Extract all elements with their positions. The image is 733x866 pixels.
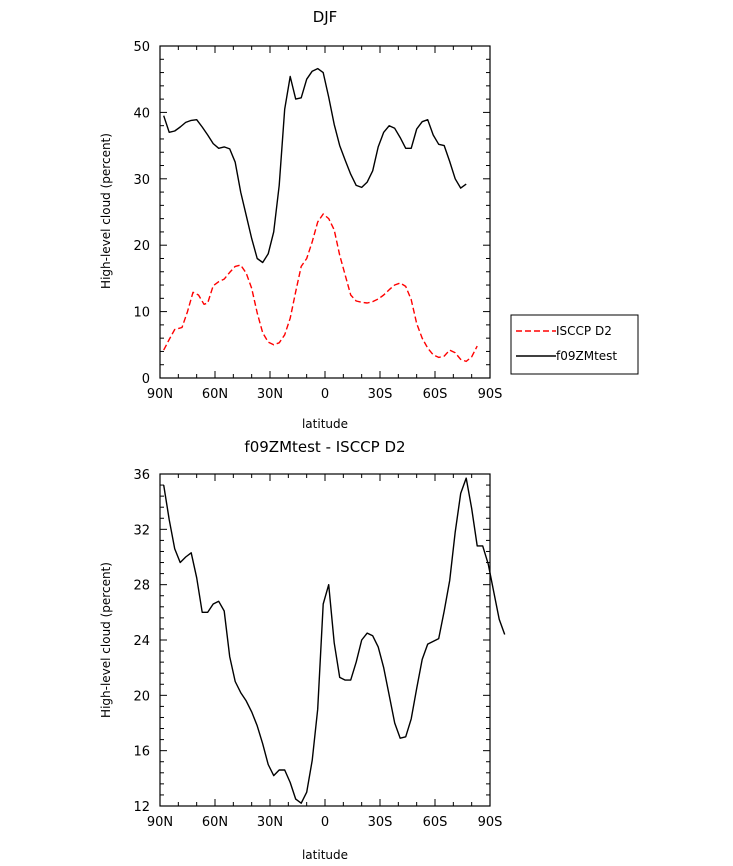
chart-title-difference: f09ZMtest - ISCCP D2 bbox=[244, 438, 405, 456]
y-tick-label: 20 bbox=[133, 689, 150, 704]
plot-frame-bottom bbox=[159, 473, 491, 807]
y-axis-label-bottom: High-level cloud (percent) bbox=[99, 562, 113, 718]
legend-label-f09zmtest: f09ZMtest bbox=[556, 349, 617, 363]
y-tick-label: 24 bbox=[133, 634, 150, 649]
y-tick-label: 40 bbox=[133, 106, 150, 121]
series-group-top bbox=[163, 67, 478, 363]
bottom-panel: f09ZMtest - ISCCP D2 High-level cloud (p… bbox=[99, 438, 506, 862]
x-tick-label: 90S bbox=[478, 815, 503, 830]
top-panel: DJF High-level cloud (percent) latitude … bbox=[99, 8, 639, 431]
series-group-bottom bbox=[163, 477, 506, 804]
x-tick-label: 30N bbox=[257, 387, 283, 402]
x-tick-label: 60N bbox=[202, 387, 228, 402]
chart-title-djf: DJF bbox=[313, 8, 338, 26]
x-tick-label: 90S bbox=[478, 387, 503, 402]
legend: ISCCP D2 f09ZMtest bbox=[510, 314, 639, 375]
x-tick-label: 30S bbox=[368, 815, 393, 830]
series-line-f09zmtest bbox=[163, 67, 467, 264]
x-tick-label: 90N bbox=[147, 815, 173, 830]
x-axis-label-top: latitude bbox=[302, 417, 348, 431]
x-tick-label: 60S bbox=[423, 815, 448, 830]
x-tick-label: 60S bbox=[423, 387, 448, 402]
x-tick-label: 60N bbox=[202, 815, 228, 830]
x-tick-label: 90N bbox=[147, 387, 173, 402]
x-tick-label: 30S bbox=[368, 387, 393, 402]
x-tick-label: 0 bbox=[321, 815, 329, 830]
y-tick-label: 0 bbox=[142, 372, 150, 387]
axes-frame-bottom: 90N 60N 30N 0 30S 60S 90S 12 16 20 24 28 32 36 bbox=[133, 468, 502, 830]
legend-label-isccp: ISCCP D2 bbox=[556, 324, 612, 338]
y-tick-label: 36 bbox=[133, 468, 150, 483]
y-tick-label: 12 bbox=[133, 800, 150, 815]
y-tick-label: 10 bbox=[133, 306, 150, 321]
series-line-isccp-d2 bbox=[163, 213, 478, 363]
series-line-f09zmtest-isccp-d2 bbox=[163, 477, 506, 804]
x-tick-label: 30N bbox=[257, 815, 283, 830]
x-tick-label: 0 bbox=[321, 387, 329, 402]
y-tick-label: 20 bbox=[133, 239, 150, 254]
axes-frame-top: 90N 60N 30N 0 30S 60S 90S 0 10 20 30 40 50 bbox=[133, 40, 502, 402]
x-axis-label-bottom: latitude bbox=[302, 848, 348, 862]
y-tick-label: 28 bbox=[133, 579, 150, 594]
legend-box bbox=[510, 314, 639, 375]
y-tick-label: 32 bbox=[133, 523, 150, 538]
y-tick-label: 50 bbox=[133, 40, 150, 55]
plot-frame-top bbox=[159, 45, 491, 379]
y-tick-label: 30 bbox=[133, 173, 150, 188]
y-tick-label: 16 bbox=[133, 745, 150, 760]
y-axis-label-top: High-level cloud (percent) bbox=[99, 133, 113, 289]
